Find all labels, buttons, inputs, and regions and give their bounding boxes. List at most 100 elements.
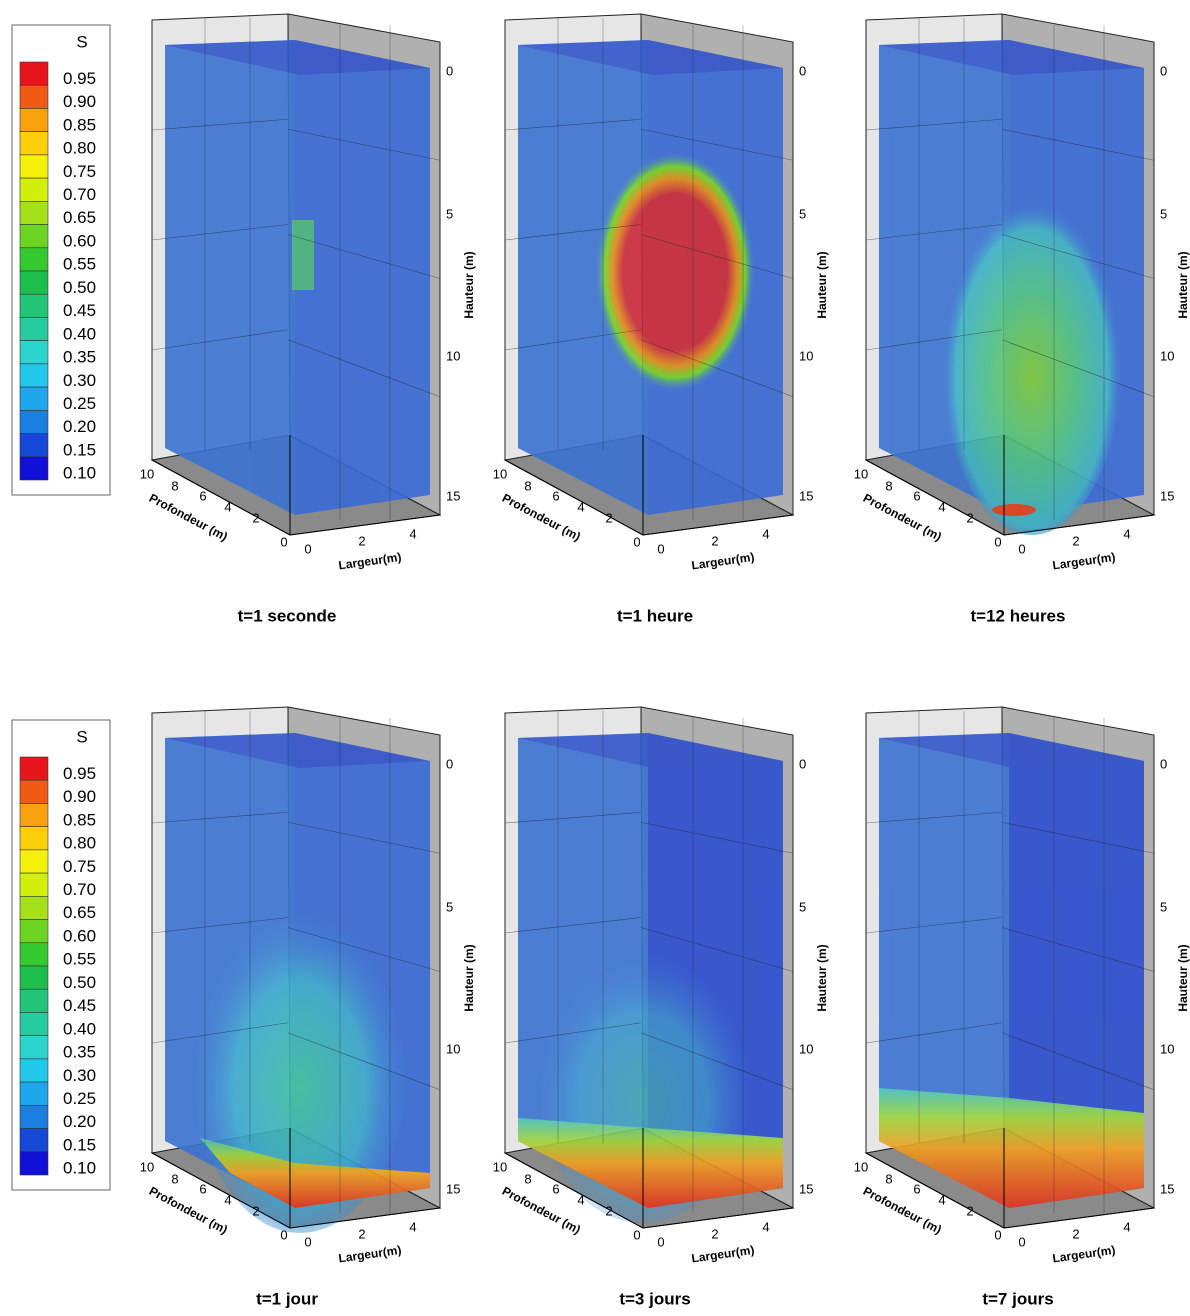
legend-label: 0.50 bbox=[63, 278, 96, 297]
grid-line bbox=[287, 1032, 441, 1091]
legend-swatch bbox=[19, 61, 49, 86]
volume-face bbox=[879, 733, 1009, 1208]
axis-label: Profondeur (m) bbox=[147, 1184, 230, 1237]
panel: 0 5 10 15 Hauteur (m) 10 8 6 4 2 0 Profondeur (m) 0 2… bbox=[493, 706, 829, 1266]
tick-label: 10 bbox=[493, 466, 507, 481]
legend-swatch bbox=[19, 826, 49, 851]
grid-line bbox=[640, 1032, 794, 1091]
legend-label: 0.65 bbox=[63, 208, 96, 227]
volume-face bbox=[1009, 733, 1144, 1208]
tick-label: 0 bbox=[304, 1234, 311, 1249]
legend-swatch bbox=[19, 1058, 49, 1083]
panel: 0 5 10 15 Hauteur (m) 10 8 6 4 2 0 Profondeur (m) 0 2… bbox=[493, 13, 829, 573]
tick-label: 5 bbox=[1160, 206, 1167, 221]
volume bbox=[518, 40, 783, 515]
tick-label: 0 bbox=[304, 541, 311, 556]
legend-label: 0.75 bbox=[63, 162, 96, 181]
grid-line bbox=[287, 821, 441, 854]
legend-label: 0.30 bbox=[63, 1066, 96, 1085]
tick-label: 0 bbox=[633, 534, 640, 549]
panel: 0 5 10 15 Hauteur (m) 10 8 6 4 2 0 Profondeur (m) 0 2… bbox=[140, 13, 476, 573]
legend-label: 0.20 bbox=[63, 1112, 96, 1131]
tick-label: 10 bbox=[1160, 348, 1174, 363]
legend-swatch bbox=[19, 896, 49, 920]
tick-label: 10 bbox=[446, 348, 460, 363]
legend-label: 0.40 bbox=[63, 1019, 96, 1038]
legend-swatch bbox=[19, 1105, 49, 1129]
legend-title: S bbox=[76, 727, 87, 746]
grid-line bbox=[865, 1022, 1003, 1044]
tick-label: 6 bbox=[199, 1181, 206, 1196]
grid-line bbox=[151, 329, 289, 351]
tick-label: 10 bbox=[799, 1041, 813, 1056]
tick-label: 10 bbox=[140, 1159, 154, 1174]
legend-label: 0.60 bbox=[63, 926, 96, 945]
legend-swatch bbox=[19, 340, 49, 365]
tick-label: 2 bbox=[605, 1203, 612, 1218]
tick-label: 0 bbox=[799, 756, 806, 771]
grid-line bbox=[1001, 339, 1155, 398]
legend-swatch bbox=[19, 247, 49, 272]
grid-line bbox=[151, 118, 289, 131]
tick-label: 0 bbox=[994, 1227, 1001, 1242]
volume-top bbox=[518, 733, 783, 768]
legend-label: 0.80 bbox=[63, 139, 96, 158]
caption: t=12 heures bbox=[971, 606, 1066, 625]
legend-label: 0.35 bbox=[63, 1043, 96, 1062]
tick-label: 4 bbox=[224, 499, 231, 514]
volume-top bbox=[165, 733, 430, 768]
legend-label: 0.25 bbox=[63, 1089, 96, 1108]
caption: t=1 seconde bbox=[238, 606, 337, 625]
tick-label: 0 bbox=[657, 1234, 664, 1249]
legend-swatch bbox=[19, 84, 49, 109]
legend-label: 0.10 bbox=[63, 464, 96, 483]
axis-label: Profondeur (m) bbox=[500, 491, 583, 544]
tick-label: 5 bbox=[1160, 899, 1167, 914]
tick-label: 2 bbox=[1072, 1226, 1079, 1241]
grid-line bbox=[504, 811, 642, 824]
legend-swatch bbox=[19, 317, 49, 341]
tick-label: 2 bbox=[252, 510, 259, 525]
axis-label: Largeur(m) bbox=[691, 550, 756, 573]
tick-label: 15 bbox=[1160, 488, 1174, 503]
legend-label: 0.60 bbox=[63, 231, 96, 250]
axis-label: Largeur(m) bbox=[1052, 1243, 1117, 1266]
grid-line bbox=[1001, 128, 1155, 161]
tick-label: 6 bbox=[913, 488, 920, 503]
tick-label: 2 bbox=[1072, 533, 1079, 548]
legend-swatch bbox=[19, 849, 49, 874]
tick-label: 5 bbox=[446, 899, 453, 914]
axis-label: Hauteur (m) bbox=[1176, 251, 1190, 318]
legend-swatch bbox=[19, 919, 49, 944]
legend-label: 0.20 bbox=[63, 417, 96, 436]
axis-label: Profondeur (m) bbox=[147, 491, 230, 544]
tick-label: 2 bbox=[711, 533, 718, 548]
legend-swatch bbox=[19, 1035, 49, 1060]
tick-label: 2 bbox=[966, 1203, 973, 1218]
legend-swatch bbox=[19, 201, 49, 225]
legend-label: 0.45 bbox=[63, 301, 96, 320]
grid-line bbox=[504, 329, 642, 351]
grid-line bbox=[504, 1022, 642, 1044]
grid-line bbox=[865, 224, 1003, 241]
volume-face bbox=[295, 40, 430, 515]
volume bbox=[879, 40, 1144, 535]
legend-swatch bbox=[19, 1151, 49, 1176]
legend-swatch bbox=[19, 293, 49, 318]
grid-line bbox=[1001, 821, 1155, 854]
grid-line bbox=[1001, 234, 1155, 279]
grid-line bbox=[151, 811, 289, 824]
legend-swatch bbox=[19, 1012, 49, 1036]
caption: t=3 jours bbox=[619, 1289, 690, 1308]
tick-label: 10 bbox=[854, 1159, 868, 1174]
tick-label: 8 bbox=[524, 1171, 531, 1186]
tick-label: 6 bbox=[552, 1181, 559, 1196]
grid-line bbox=[865, 811, 1003, 824]
grid-line bbox=[640, 234, 794, 279]
plume bbox=[292, 220, 314, 290]
caption: t=1 jour bbox=[256, 1289, 318, 1308]
tick-label: 2 bbox=[252, 1203, 259, 1218]
caption: t=7 jours bbox=[982, 1289, 1053, 1308]
legend-label: 0.55 bbox=[63, 255, 96, 274]
